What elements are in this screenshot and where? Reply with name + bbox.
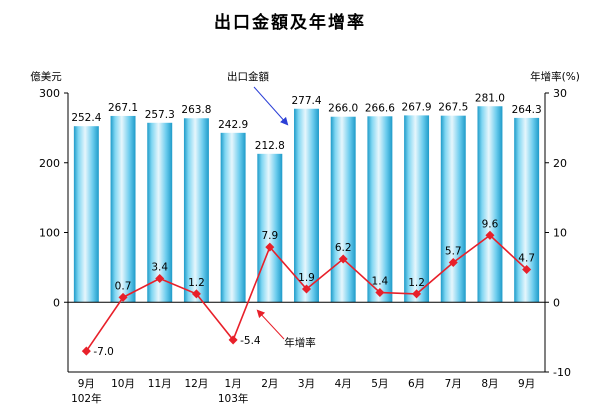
data-labels: 252.4 267.1 257.3 263.8 242.9 212.8 277.4 266.0…	[71, 92, 541, 358]
bar	[404, 115, 430, 303]
growth-value-label: 6.2	[335, 242, 352, 254]
right-tick-label: 0	[553, 296, 560, 309]
growth-value-label: -7.0	[93, 346, 114, 358]
bar-value-label: 267.9	[402, 101, 432, 113]
bar-value-label: 267.5	[438, 102, 468, 114]
growth-point	[265, 242, 275, 252]
bar-value-label: 281.0	[475, 92, 505, 104]
left-axis-label: 億美元	[30, 70, 62, 83]
bar-value-label: 277.4	[291, 95, 321, 107]
bar	[294, 108, 319, 303]
right-tick-label: 20	[553, 157, 567, 170]
growth-value-label: 1.2	[188, 277, 205, 289]
bar-value-label: 264.3	[512, 104, 542, 116]
growth-value-label: 1.4	[372, 275, 389, 287]
bar	[147, 122, 173, 303]
bar-value-label: 266.0	[328, 103, 358, 115]
growth-point	[81, 346, 91, 356]
growth-value-label: -5.4	[240, 335, 261, 347]
x-tick-label: 3月	[298, 378, 315, 390]
growth-value-label: 0.7	[115, 280, 132, 292]
right-axis-label: 年增率(%)	[530, 70, 580, 83]
chart-title: 出口金額及年增率	[214, 12, 366, 33]
x-tick-label: 7月	[445, 378, 462, 390]
annotation-growth-label: 年增率	[284, 336, 316, 349]
x-tick-label: 12月	[184, 378, 208, 390]
growth-point	[155, 274, 165, 284]
growth-point	[191, 289, 201, 299]
x-tick-label: 11月	[148, 378, 172, 390]
bar-value-label: 257.3	[145, 109, 175, 121]
x-tick-label: 10月	[111, 378, 135, 390]
left-tick-label: 100	[39, 227, 60, 240]
axes: 0 100 200 300 -10 0 10 20 30 9月 10月 11月 12月 1月 2月 3月 4月 5…	[39, 87, 571, 405]
annotation-export-arrow	[253, 86, 289, 126]
bar	[440, 115, 466, 303]
annotation-export: 出口金額	[227, 70, 289, 126]
growth-value-label: 5.7	[445, 245, 462, 257]
x-tick-label: 6月	[408, 378, 425, 390]
annotation-growth-arrow	[256, 309, 285, 340]
annotation-growth: 年增率	[256, 309, 316, 349]
growth-point	[118, 292, 128, 302]
year-label: 103年	[218, 392, 249, 405]
growth-value-label: 4.7	[518, 252, 535, 264]
bar-value-label: 266.6	[365, 102, 395, 114]
bar-value-label: 212.8	[255, 140, 285, 152]
x-tick-label: 9月	[78, 378, 95, 390]
bar-value-label: 267.1	[108, 102, 138, 114]
growth-value-label: 3.4	[151, 262, 168, 274]
bar	[330, 116, 356, 303]
growth-value-label: 7.9	[261, 230, 278, 242]
x-tick-label: 1月	[225, 378, 242, 390]
bar	[514, 117, 540, 303]
bar	[220, 132, 246, 303]
growth-value-label: 1.2	[408, 277, 425, 289]
left-tick-label: 200	[39, 157, 60, 170]
growth-value-label: 1.9	[298, 272, 315, 284]
right-tick-label: 30	[553, 87, 567, 100]
bar	[477, 106, 503, 303]
annotation-export-label: 出口金額	[227, 70, 269, 83]
x-tick-label: 5月	[371, 378, 388, 390]
bar	[183, 118, 209, 303]
x-tick-label: 8月	[481, 378, 498, 390]
x-tick-label: 2月	[261, 378, 278, 390]
bar	[110, 115, 136, 303]
x-tick-label: 9月	[518, 378, 535, 390]
right-tick-label: -10	[553, 366, 571, 379]
left-tick-label: 0	[53, 296, 60, 309]
growth-value-label: 9.6	[482, 218, 499, 230]
bar	[257, 153, 283, 303]
right-tick-label: 10	[553, 227, 567, 240]
bar	[73, 126, 99, 303]
left-tick-label: 300	[39, 87, 60, 100]
bar-value-label: 252.4	[71, 112, 101, 124]
bar	[367, 116, 393, 303]
bar-value-label: 263.8	[181, 104, 211, 116]
x-tick-label: 4月	[335, 378, 352, 390]
year-label: 102年	[71, 392, 102, 405]
bar-value-label: 242.9	[218, 119, 248, 131]
growth-point	[228, 335, 238, 345]
